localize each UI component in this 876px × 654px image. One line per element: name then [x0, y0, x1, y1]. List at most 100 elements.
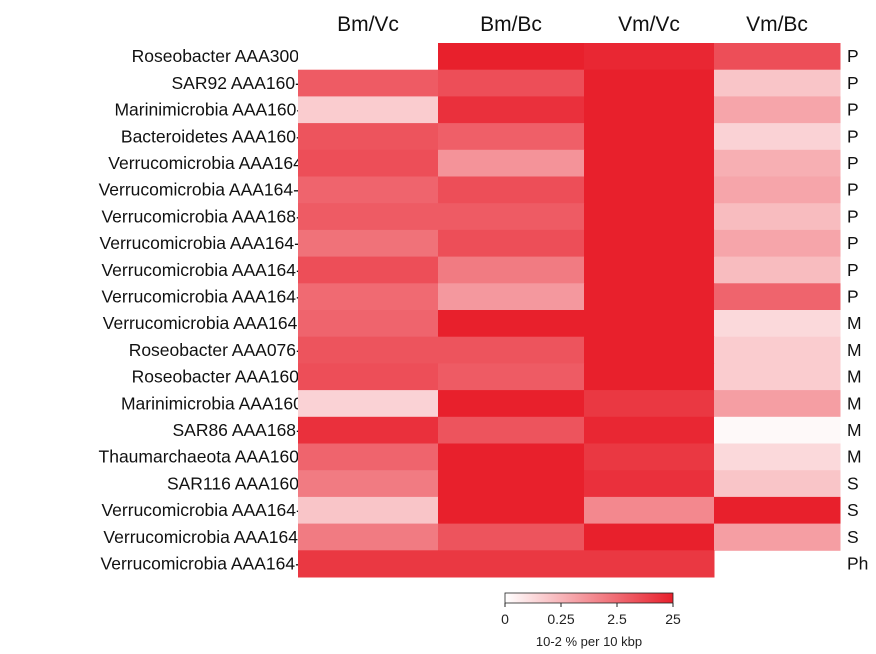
row-label: Verrucomicrobia AAA164-P11	[103, 313, 333, 333]
row-tag: M	[847, 393, 862, 413]
heatmap-cell	[584, 229, 715, 258]
row-tag: S	[847, 473, 859, 493]
heatmap-cell	[438, 443, 585, 471]
colorbar-tick-label: 0.25	[547, 611, 574, 627]
row-label: Marinimicrobia AAA160-I06	[121, 393, 333, 413]
row-label: Verrucomicrobia AAA168-E21	[101, 206, 333, 226]
heatmap-cell	[584, 123, 715, 151]
heatmap-cell	[584, 550, 715, 578]
heatmap-cell	[438, 69, 585, 97]
heatmap-cell	[438, 363, 585, 391]
column-header: Vm/Bc	[746, 13, 808, 36]
row-label: Verrucomicrobia AAA164-N20	[101, 554, 334, 574]
colorbar-tick-label: 2.5	[607, 611, 627, 627]
heatmap-cell	[584, 96, 715, 124]
heatmap-cell	[584, 149, 715, 177]
row-label: SAR116 AAA160-J14	[167, 473, 333, 493]
heatmap-cell	[298, 283, 439, 311]
heatmap-cell	[714, 416, 841, 444]
heatmap-cell	[714, 390, 841, 418]
heatmap-cell	[438, 176, 585, 204]
heatmap-cell	[584, 470, 715, 498]
heatmap-cell	[298, 363, 439, 391]
heatmap-cell	[584, 416, 715, 444]
heatmap-cell	[438, 390, 585, 418]
heatmap-cell	[584, 336, 715, 364]
colorbar-label: 10-2 % per 10 kbp	[536, 634, 642, 649]
heatmap-cell	[438, 550, 585, 578]
row-tag: S	[847, 500, 859, 520]
heatmap-cell	[584, 310, 715, 338]
heatmap-cell	[298, 470, 439, 498]
heatmap-cell	[714, 310, 841, 338]
heatmap-cell	[438, 336, 585, 364]
heatmap-cell	[298, 310, 439, 338]
row-label: Verrucomicrobia AAA164-A21	[101, 260, 333, 280]
colorbar-ticks: 0 0.25 2.5 25	[501, 603, 681, 627]
heatmap-cell	[584, 390, 715, 418]
row-tag: S	[847, 527, 859, 547]
heatmap-cell	[714, 336, 841, 364]
heatmap-cell	[438, 416, 585, 444]
heatmap-cell	[584, 256, 715, 284]
heatmap-cell	[298, 443, 439, 471]
heatmap-cell	[584, 176, 715, 204]
row-tag: M	[847, 420, 862, 440]
row-label: Verrucomicrobia AAA164-A08	[101, 500, 333, 520]
row-tag: M	[847, 340, 862, 360]
heatmap-cell	[714, 176, 841, 204]
colorbar-tick-label: 0	[501, 611, 509, 627]
heatmap-cell	[438, 496, 585, 525]
row-label: SAR92 AAA160-D02	[172, 73, 334, 93]
heatmap-cell	[298, 96, 439, 124]
column-header: Bm/Bc	[480, 13, 542, 36]
heatmap-cell	[298, 176, 439, 204]
row-tag: M	[847, 447, 862, 467]
row-tag: P	[847, 287, 859, 307]
row-label: Bacteroidetes AAA160-P02	[121, 126, 333, 146]
heatmap-cell	[438, 123, 585, 151]
heatmap-cell	[584, 363, 715, 391]
heatmap-cell	[714, 363, 841, 391]
heatmap-cell	[438, 283, 585, 311]
heatmap-cell	[714, 229, 841, 258]
heatmap-cell	[584, 496, 715, 525]
heatmap-cell	[298, 336, 439, 364]
heatmap-cell	[298, 390, 439, 418]
heatmap-cell	[438, 470, 585, 498]
heatmap-cell	[298, 123, 439, 151]
heatmap-cells	[298, 43, 841, 578]
heatmap-cell	[714, 69, 841, 97]
column-header: Vm/Vc	[618, 13, 680, 36]
row-tag: M	[847, 367, 862, 387]
heatmap-cell	[298, 203, 439, 231]
heatmap-cell	[298, 550, 439, 578]
heatmap-cell	[714, 203, 841, 231]
heatmap-cell	[298, 256, 439, 284]
row-label: Verrucomicrobia AAA164-O14	[100, 233, 334, 253]
heatmap-cell	[298, 416, 439, 444]
heatmap-cell	[438, 229, 585, 258]
heatmap-cell	[714, 123, 841, 151]
heatmap-cell	[584, 283, 715, 311]
row-tag: Ph	[847, 554, 868, 574]
row-tag: P	[847, 180, 859, 200]
row-tag: P	[847, 46, 859, 66]
row-label: Verrucomicrobia AAA164-B23	[101, 287, 333, 307]
heatmap-cell	[438, 149, 585, 177]
heatmap-cell	[714, 256, 841, 284]
row-labels: Roseobacter AAA300-J04 SAR92 AAA160-D02 Ma…	[99, 46, 334, 573]
heatmap-cell	[584, 443, 715, 471]
row-label: Roseobacter AAA160-J18	[132, 367, 333, 387]
colorbar-tick-label: 25	[665, 611, 681, 627]
heatmap-cell	[584, 523, 715, 551]
row-label: Thaumarchaeota AAA160-J20	[99, 447, 334, 467]
row-label: Verrucomicrobia AAA164-L15	[103, 527, 333, 547]
row-tag: P	[847, 233, 859, 253]
row-label: Roseobacter AAA300-J04	[132, 46, 334, 66]
heatmap-cell	[298, 69, 439, 97]
row-tag: P	[847, 100, 859, 120]
column-header: Bm/Vc	[337, 13, 399, 36]
